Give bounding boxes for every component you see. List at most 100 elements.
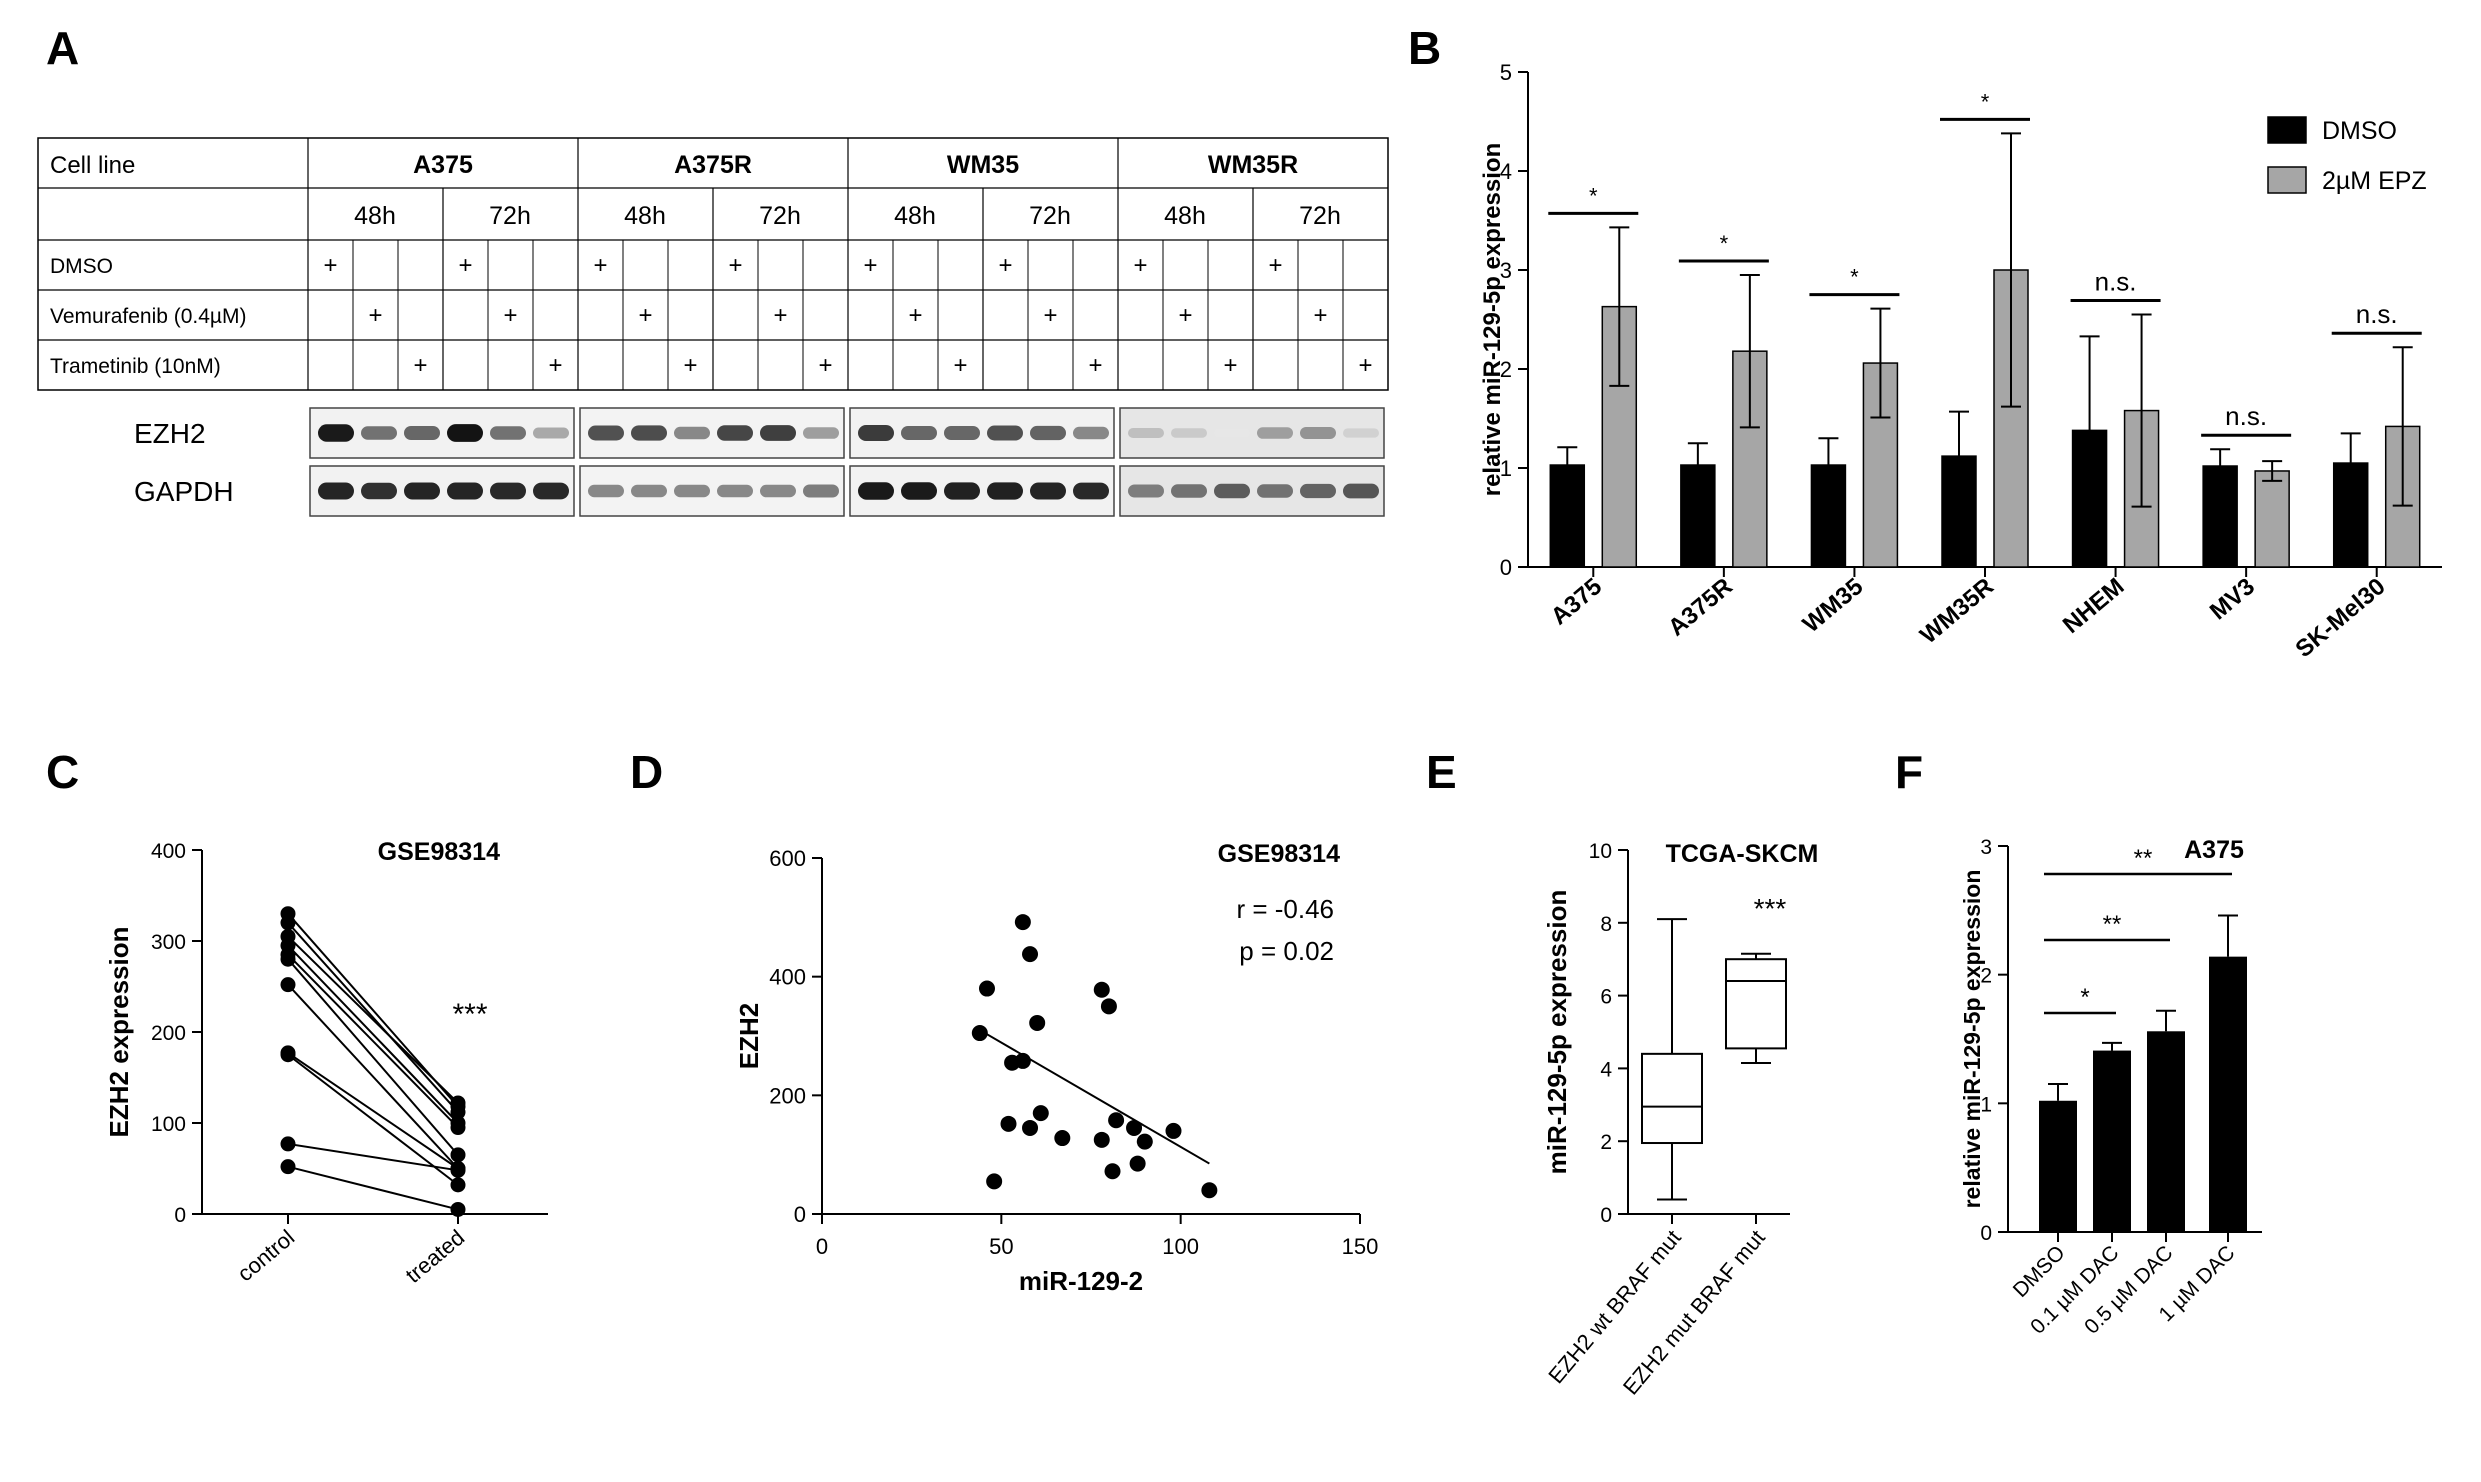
blot-band bbox=[1030, 425, 1066, 441]
scatter-point bbox=[986, 1173, 1003, 1190]
scatter-point bbox=[1054, 1130, 1071, 1147]
treatment-mark: + bbox=[863, 252, 877, 279]
blot-band bbox=[760, 425, 796, 441]
table-time-label: 48h bbox=[624, 202, 666, 230]
blot-band bbox=[318, 424, 354, 442]
bar bbox=[2039, 1100, 2077, 1232]
x-tick-label: 100 bbox=[1162, 1234, 1199, 1259]
scatter-point bbox=[971, 1025, 988, 1042]
panel-label-b: B bbox=[1408, 22, 1441, 74]
treatment-mark: + bbox=[1043, 302, 1057, 329]
panel-e-box-plot: 0 2 4 6 8 10 miR-129-5p expression TCGA-SKCM EZH… bbox=[1542, 840, 1818, 1399]
blot-band bbox=[1300, 427, 1336, 439]
control-point bbox=[280, 1047, 296, 1063]
y-tick-label: 0 bbox=[1600, 1204, 1612, 1227]
panel-d-scatter-plot: 0 200 400 600 0 50 100 150 miR-129-2 EZH2 GSE98314… bbox=[734, 840, 1378, 1296]
x-tick-label: SK-Mel30 bbox=[2290, 573, 2390, 663]
blot-band bbox=[631, 484, 667, 498]
x-tick-label: NHEM bbox=[2058, 573, 2129, 639]
table-cell-line-WM35R: WM35R bbox=[1208, 151, 1298, 179]
table-time-label: 72h bbox=[1029, 202, 1071, 230]
scatter-point bbox=[1022, 1119, 1039, 1136]
scatter-point bbox=[1126, 1119, 1143, 1136]
table-row-label: DMSO bbox=[50, 255, 113, 278]
control-point bbox=[280, 1136, 296, 1152]
scatter-point bbox=[1032, 1105, 1049, 1122]
blot-band bbox=[717, 484, 753, 498]
scatter-point bbox=[1100, 998, 1117, 1015]
treatment-mark: + bbox=[1088, 352, 1102, 379]
treated-point bbox=[450, 1177, 466, 1193]
significance-label: ** bbox=[2103, 911, 2122, 938]
x-tick-label: A375R bbox=[1663, 573, 1738, 642]
x-tick-label: 0 bbox=[816, 1234, 828, 1259]
y-tick-label: 6 bbox=[1600, 986, 1612, 1009]
x-tick-label: 50 bbox=[989, 1234, 1013, 1259]
treatment-mark: + bbox=[953, 352, 967, 379]
y-tick-label: 2 bbox=[1500, 357, 1512, 382]
control-point bbox=[280, 977, 296, 993]
correlation-p: p = 0.02 bbox=[1239, 936, 1334, 966]
scatter-point bbox=[1000, 1115, 1017, 1132]
x-tick-label: MV3 bbox=[2205, 573, 2260, 625]
y-tick-label: 1 bbox=[1980, 1093, 1992, 1116]
significance-label: ** bbox=[2134, 845, 2153, 872]
treatment-mark: + bbox=[368, 302, 382, 329]
scatter-point bbox=[1104, 1163, 1121, 1180]
treatment-mark: + bbox=[998, 252, 1012, 279]
y-axis-label: EZH2 bbox=[734, 1003, 764, 1069]
table-row-label: Vemurafenib (0.4µM) bbox=[50, 305, 247, 328]
y-tick-label: 400 bbox=[769, 965, 806, 990]
blot-band bbox=[1257, 427, 1293, 439]
treatment-mark: + bbox=[638, 302, 652, 329]
scatter-point bbox=[1108, 1112, 1125, 1129]
box bbox=[1641, 1052, 1703, 1145]
blot-panel bbox=[579, 407, 845, 459]
blot-band bbox=[901, 482, 937, 500]
scatter-point bbox=[1136, 1133, 1153, 1150]
significance-label: * bbox=[2080, 984, 2089, 1011]
significance-label: * bbox=[1850, 265, 1859, 290]
y-tick-label: 3 bbox=[1500, 258, 1512, 283]
blot-band bbox=[533, 427, 569, 439]
treatment-mark: + bbox=[908, 302, 922, 329]
panel-c-paired-plot: 0 100 200 300 400 EZH2 expression GSE98314 cont… bbox=[104, 838, 548, 1288]
blot-label-gapdh: GAPDH bbox=[134, 476, 234, 507]
significance-label: * bbox=[1720, 231, 1729, 256]
blot-band bbox=[490, 426, 526, 440]
treatment-mark: + bbox=[1268, 252, 1282, 279]
x-tick-label: 150 bbox=[1342, 1234, 1379, 1259]
pair-line bbox=[287, 984, 459, 1170]
bar-2-m-epz bbox=[2254, 470, 2290, 568]
pair-line bbox=[287, 922, 459, 1113]
treatment-mark: + bbox=[818, 352, 832, 379]
treatment-mark: + bbox=[1133, 252, 1147, 279]
panel-label-d: D bbox=[630, 746, 663, 798]
table-cell-line-WM35: WM35 bbox=[947, 151, 1019, 179]
blot-band bbox=[1073, 426, 1109, 440]
blot-band bbox=[404, 426, 440, 440]
treated-point bbox=[450, 1162, 466, 1178]
chart-title: A375 bbox=[2184, 836, 2244, 864]
x-tick-label: control bbox=[233, 1225, 300, 1287]
blot-band bbox=[803, 484, 839, 498]
scatter-point bbox=[1093, 1131, 1110, 1148]
treatment-mark: + bbox=[1313, 302, 1327, 329]
pair-line bbox=[287, 944, 459, 1124]
y-axis-label: relative miR-129-5p expression bbox=[1479, 143, 1506, 497]
control-point bbox=[280, 915, 296, 931]
legend-swatch bbox=[2267, 116, 2307, 144]
y-tick-label: 8 bbox=[1600, 913, 1612, 936]
scatter-point bbox=[978, 980, 995, 997]
panel-label-c: C bbox=[46, 746, 79, 798]
treatment-mark: + bbox=[1178, 302, 1192, 329]
blot-band bbox=[447, 424, 483, 442]
chart-title: GSE98314 bbox=[1218, 840, 1340, 868]
significance-label: n.s. bbox=[2095, 267, 2137, 297]
blot-band bbox=[361, 482, 397, 500]
blot-band bbox=[944, 482, 980, 500]
y-tick-label: 600 bbox=[769, 846, 806, 871]
y-axis-label: miR-129-5p expression bbox=[1542, 890, 1572, 1175]
treated-point bbox=[450, 1147, 466, 1163]
